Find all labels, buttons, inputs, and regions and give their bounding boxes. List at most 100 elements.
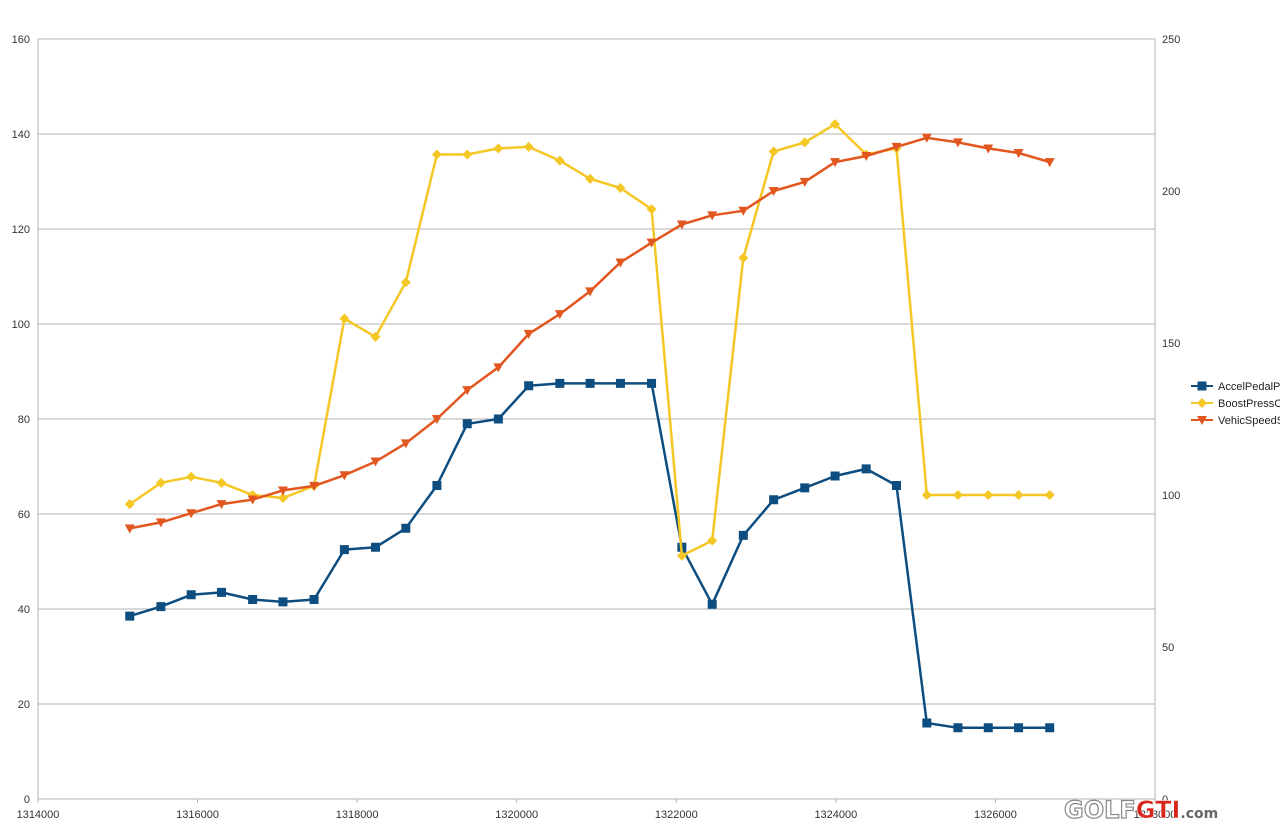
data-point xyxy=(124,524,135,534)
data-point xyxy=(216,500,227,510)
data-point xyxy=(278,597,288,607)
data-point xyxy=(676,220,687,230)
legend-label: AccelPedalP xyxy=(1218,381,1280,393)
y-right-tick-label: 150 xyxy=(1162,338,1180,350)
data-point xyxy=(247,495,258,505)
data-point xyxy=(339,313,350,324)
data-point xyxy=(277,486,288,496)
data-point xyxy=(799,137,810,148)
data-point xyxy=(646,238,657,248)
data-point xyxy=(615,182,626,193)
y-left-tick-label: 0 xyxy=(24,794,30,806)
x-tick-label: 1328000 xyxy=(1134,809,1177,821)
x-tick-label: 1314000 xyxy=(17,809,60,821)
svg-text:GOLFGTI.com: GOLFGTI.com xyxy=(1064,796,1218,824)
y-right-tick-label: 50 xyxy=(1162,642,1174,654)
series-boostpressc xyxy=(124,119,1055,561)
data-point xyxy=(493,414,503,424)
legend-swatch-marker xyxy=(1197,398,1207,408)
data-point xyxy=(615,258,626,268)
data-point xyxy=(1044,490,1055,500)
data-point xyxy=(830,158,841,168)
x-tick-label: 1326000 xyxy=(974,809,1017,821)
data-point xyxy=(1014,723,1024,733)
data-point xyxy=(309,481,320,491)
data-point xyxy=(768,187,779,196)
data-point xyxy=(370,542,380,552)
data-point xyxy=(983,490,994,500)
data-point xyxy=(217,587,227,597)
y-right-tick-label: 0 xyxy=(1162,794,1168,806)
data-point xyxy=(921,490,932,500)
y-left-tick-label: 100 xyxy=(12,319,30,331)
data-point xyxy=(400,277,411,288)
data-point xyxy=(615,378,625,388)
watermark-golf: GOLF xyxy=(1064,796,1136,824)
data-point xyxy=(555,378,565,388)
data-point xyxy=(554,310,565,320)
data-point xyxy=(186,471,197,482)
data-point xyxy=(738,252,749,263)
data-point xyxy=(400,439,411,449)
data-point xyxy=(248,595,258,604)
x-tick-label: 1322000 xyxy=(655,809,698,821)
data-point xyxy=(768,146,779,157)
data-point xyxy=(769,495,779,505)
legend-swatch-marker xyxy=(1197,416,1207,425)
legend-label: BoostPressC xyxy=(1218,398,1280,410)
data-point xyxy=(891,481,901,490)
x-tick-label: 1318000 xyxy=(336,809,379,821)
data-point xyxy=(952,490,963,500)
y-left-tick-label: 40 xyxy=(18,604,30,616)
data-point xyxy=(585,378,595,388)
series-line xyxy=(129,122,1050,558)
data-point xyxy=(339,545,349,555)
data-point xyxy=(523,329,534,339)
axes: 0 20 40 60 80 100 120 140 160 0 50 100 150 200 250 1314… xyxy=(12,34,1181,821)
data-point xyxy=(186,509,197,519)
y-left-tick-label: 120 xyxy=(12,224,30,236)
data-point xyxy=(339,471,350,481)
data-point xyxy=(799,177,810,187)
x-tick-label: 1324000 xyxy=(814,809,857,821)
y-right-tick-label: 250 xyxy=(1162,34,1180,46)
data-point xyxy=(370,457,381,467)
data-point xyxy=(585,287,596,297)
y-left-tick-label: 60 xyxy=(18,509,30,521)
data-point xyxy=(432,481,442,490)
data-point xyxy=(462,419,472,429)
watermark-logo: GOLFGTI.com xyxy=(1063,795,1218,824)
x-tick-label: 1320000 xyxy=(495,809,538,821)
y-left-tick-label: 160 xyxy=(12,34,30,46)
data-point xyxy=(124,499,135,510)
data-point xyxy=(952,138,963,148)
data-point xyxy=(585,173,596,184)
data-point xyxy=(830,119,841,130)
series-accelpedalp xyxy=(125,378,1055,733)
data-point xyxy=(1045,723,1055,733)
watermark-com: .com xyxy=(1180,806,1218,822)
series-vehicspeeds xyxy=(124,133,1055,534)
data-point xyxy=(125,611,135,621)
legend-swatch-marker xyxy=(1197,381,1207,391)
data-point xyxy=(647,378,657,388)
data-point xyxy=(921,133,932,143)
data-point xyxy=(1013,490,1024,500)
legend-label: VehicSpeedS xyxy=(1218,415,1280,427)
data-point xyxy=(830,471,840,481)
y-left-tick-label: 20 xyxy=(18,699,30,711)
data-point xyxy=(707,535,718,546)
data-point xyxy=(707,211,718,221)
y-left-tick-label: 140 xyxy=(12,129,30,141)
data-point xyxy=(156,602,166,612)
y-right-tick-label: 200 xyxy=(1162,186,1180,198)
data-point xyxy=(554,155,565,166)
data-point xyxy=(155,518,166,528)
series-lines xyxy=(124,119,1055,733)
data-point xyxy=(983,144,994,154)
data-point xyxy=(155,477,166,488)
data-point xyxy=(646,204,657,215)
data-point xyxy=(707,599,717,609)
data-point xyxy=(493,143,504,154)
